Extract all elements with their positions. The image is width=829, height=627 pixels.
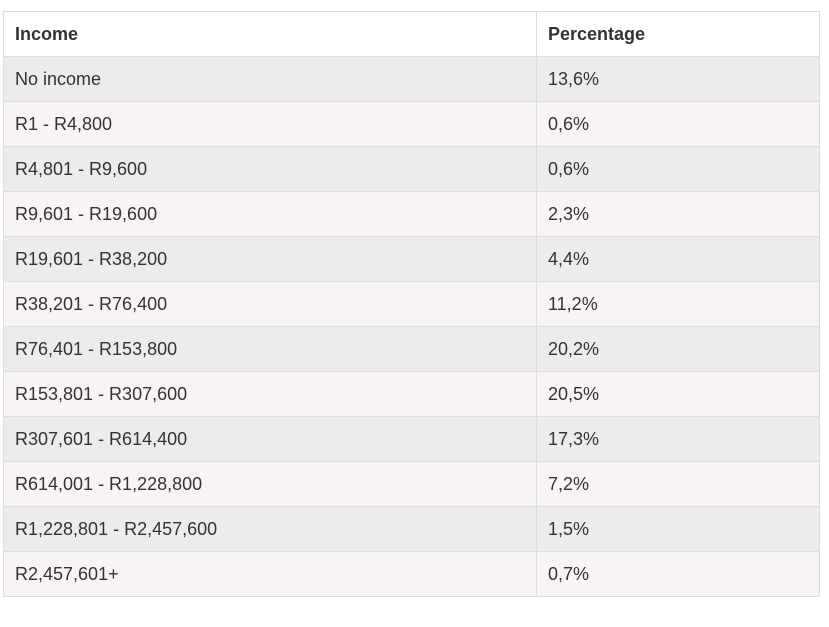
percentage-cell: 13,6% xyxy=(536,56,820,102)
table-row: R614,001 - R1,228,800 7,2% xyxy=(3,461,820,507)
table-row: No income 13,6% xyxy=(3,56,820,102)
table-row: R76,401 - R153,800 20,2% xyxy=(3,326,820,372)
percentage-cell: 17,3% xyxy=(536,416,820,462)
income-cell: R9,601 - R19,600 xyxy=(3,191,537,237)
income-cell: R4,801 - R9,600 xyxy=(3,146,537,192)
percentage-cell: 1,5% xyxy=(536,506,820,552)
table-row: R307,601 - R614,400 17,3% xyxy=(3,416,820,462)
table-row: R19,601 - R38,200 4,4% xyxy=(3,236,820,282)
table-header: Income Percentage xyxy=(3,11,820,57)
income-cell: No income xyxy=(3,56,537,102)
percentage-cell: 0,7% xyxy=(536,551,820,597)
percentage-cell: 20,2% xyxy=(536,326,820,372)
table-row: R1,228,801 - R2,457,600 1,5% xyxy=(3,506,820,552)
income-cell: R76,401 - R153,800 xyxy=(3,326,537,372)
table-row: R1 - R4,800 0,6% xyxy=(3,101,820,147)
income-cell: R38,201 - R76,400 xyxy=(3,281,537,327)
income-cell: R1 - R4,800 xyxy=(3,101,537,147)
percentage-cell: 0,6% xyxy=(536,101,820,147)
header-row: Income Percentage xyxy=(3,11,820,57)
percentage-cell: 2,3% xyxy=(536,191,820,237)
percentage-cell: 7,2% xyxy=(536,461,820,507)
column-header-income: Income xyxy=(3,11,537,57)
income-cell: R19,601 - R38,200 xyxy=(3,236,537,282)
income-table-container: Income Percentage No income 13,6% R1 - R… xyxy=(3,11,820,597)
income-cell: R307,601 - R614,400 xyxy=(3,416,537,462)
table-row: R38,201 - R76,400 11,2% xyxy=(3,281,820,327)
percentage-cell: 20,5% xyxy=(536,371,820,417)
column-header-percentage: Percentage xyxy=(536,11,820,57)
percentage-cell: 11,2% xyxy=(536,281,820,327)
table-row: R9,601 - R19,600 2,3% xyxy=(3,191,820,237)
table-body: No income 13,6% R1 - R4,800 0,6% R4,801 … xyxy=(3,56,820,597)
income-cell: R1,228,801 - R2,457,600 xyxy=(3,506,537,552)
table-row: R153,801 - R307,600 20,5% xyxy=(3,371,820,417)
income-table: Income Percentage No income 13,6% R1 - R… xyxy=(3,11,820,597)
table-row: R4,801 - R9,600 0,6% xyxy=(3,146,820,192)
income-cell: R614,001 - R1,228,800 xyxy=(3,461,537,507)
income-cell: R153,801 - R307,600 xyxy=(3,371,537,417)
income-cell: R2,457,601+ xyxy=(3,551,537,597)
table-row: R2,457,601+ 0,7% xyxy=(3,551,820,597)
percentage-cell: 4,4% xyxy=(536,236,820,282)
percentage-cell: 0,6% xyxy=(536,146,820,192)
